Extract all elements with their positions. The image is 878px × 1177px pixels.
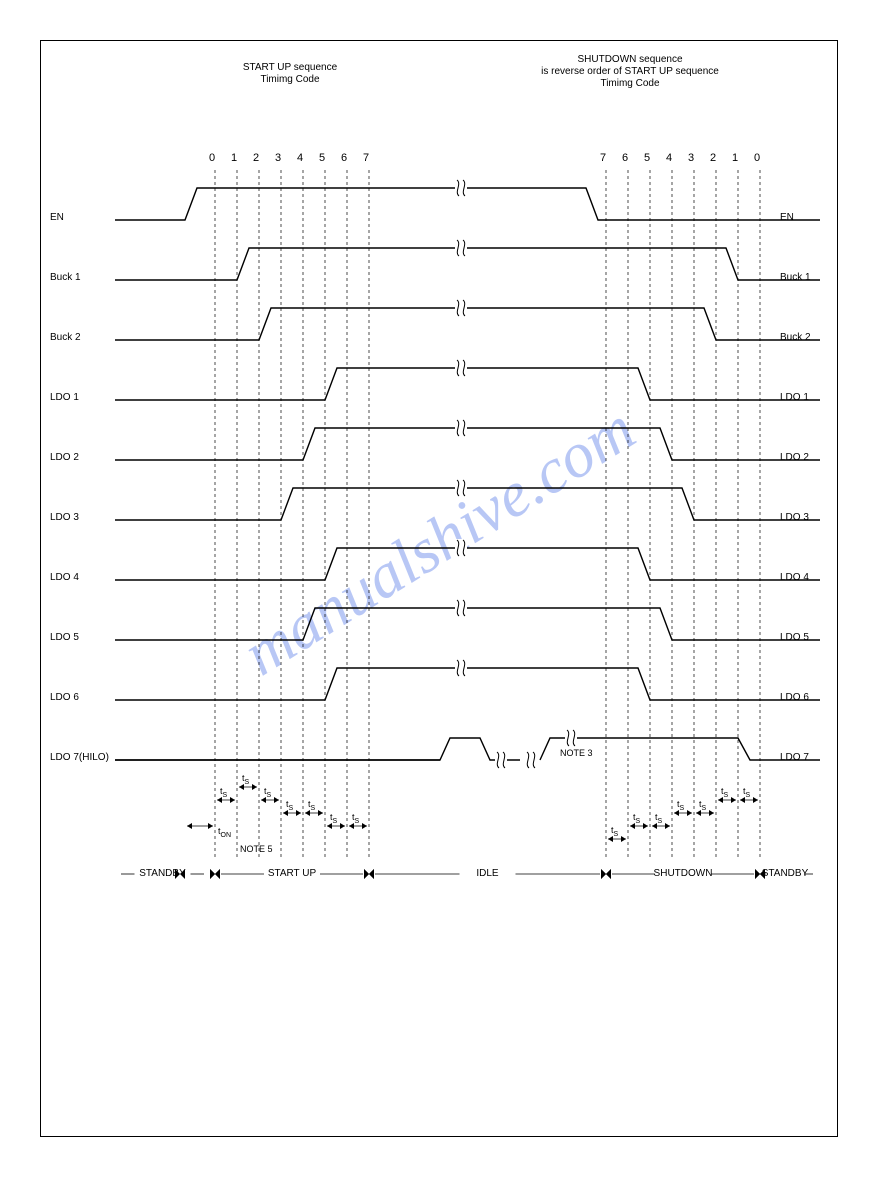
row-label-right: Buck 2	[780, 332, 840, 343]
row-label-right: LDO 4	[780, 572, 840, 583]
row-label-right: LDO 7	[780, 752, 840, 763]
tick-left: 2	[253, 152, 259, 164]
ts-label: tS	[655, 812, 662, 825]
ts-label: tS	[264, 786, 271, 799]
ts-label: tS	[220, 786, 227, 799]
ts-label: tS	[633, 812, 640, 825]
t-on-label: tON	[218, 826, 231, 839]
note-3: NOTE 3	[560, 748, 593, 758]
row-label-right: EN	[780, 212, 840, 223]
tick-left: 3	[275, 152, 281, 164]
row-label-left: LDO 3	[50, 512, 130, 523]
ts-label: tS	[677, 799, 684, 812]
tick-left: 0	[209, 152, 215, 164]
ts-label: tS	[611, 825, 618, 838]
ts-label: tS	[308, 799, 315, 812]
tick-left: 6	[341, 152, 347, 164]
row-label-left: LDO 2	[50, 452, 130, 463]
tick-left: 1	[231, 152, 237, 164]
row-label-left: LDO 7(HILO)	[50, 752, 130, 763]
note-5: NOTE 5	[240, 844, 273, 854]
row-label-right: Buck 1	[780, 272, 840, 283]
phase-label: IDLE	[448, 868, 528, 879]
page: manualshive.com START UP sequenceTimimg …	[0, 0, 878, 1177]
header-startup: START UP sequenceTimimg Code	[180, 62, 400, 86]
tick-right: 5	[644, 152, 650, 164]
header-shutdown: SHUTDOWN sequenceis reverse order of STA…	[500, 54, 760, 90]
tick-right: 6	[622, 152, 628, 164]
row-label-left: LDO 6	[50, 692, 130, 703]
tick-right: 7	[600, 152, 606, 164]
timing-diagram	[40, 40, 838, 940]
row-label-left: LDO 4	[50, 572, 130, 583]
ts-label: tS	[743, 786, 750, 799]
row-label-left: LDO 5	[50, 632, 130, 643]
tick-left: 5	[319, 152, 325, 164]
phase-label: START UP	[252, 868, 332, 879]
row-label-right: LDO 2	[780, 452, 840, 463]
ts-label: tS	[330, 812, 337, 825]
tick-right: 0	[754, 152, 760, 164]
tick-right: 3	[688, 152, 694, 164]
row-label-right: LDO 3	[780, 512, 840, 523]
ts-label: tS	[352, 812, 359, 825]
row-label-left: Buck 2	[50, 332, 130, 343]
row-label-right: LDO 1	[780, 392, 840, 403]
ts-label: tS	[721, 786, 728, 799]
tick-right: 2	[710, 152, 716, 164]
phase-label: SHUTDOWN	[643, 868, 723, 879]
row-label-right: LDO 5	[780, 632, 840, 643]
tick-right: 4	[666, 152, 672, 164]
row-label-left: LDO 1	[50, 392, 130, 403]
row-label-left: Buck 1	[50, 272, 130, 283]
ts-label: tS	[699, 799, 706, 812]
row-label-right: LDO 6	[780, 692, 840, 703]
tick-right: 1	[732, 152, 738, 164]
row-label-left: EN	[50, 212, 130, 223]
tick-left: 4	[297, 152, 303, 164]
ts-label: tS	[286, 799, 293, 812]
phase-label: STANDBY	[745, 868, 825, 879]
tick-left: 7	[363, 152, 369, 164]
ts-label: tS	[242, 773, 249, 786]
phase-label: STANDBY	[123, 868, 203, 879]
